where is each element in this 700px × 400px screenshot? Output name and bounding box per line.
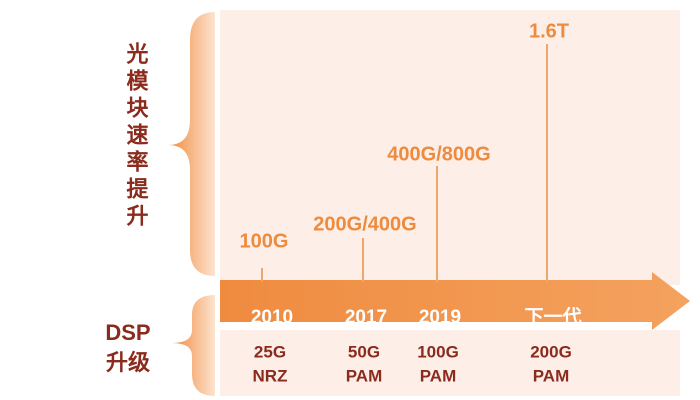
speed-label: 200G/400G [313,213,416,235]
dsp-spec: 50G [348,342,380,361]
speed-label: 1.6T [529,20,569,42]
dsp-spec: 100G [417,342,459,361]
year-label: 2019 [419,307,461,328]
speed-label: 100G [240,230,289,252]
year-label: 2017 [345,307,387,328]
dsp-spec: PAM [533,366,570,385]
dsp-spec: PAM [346,366,383,385]
lower-panel [220,330,680,396]
dsp-spec: 25G [254,342,286,361]
upper-brace [168,12,215,276]
dsp-spec: NRZ [253,366,288,385]
year-label: 2010 [251,307,293,328]
timeline-arrow [220,272,690,330]
year-label: 下一代 [524,306,581,328]
dsp-spec: PAM [420,366,457,385]
dsp-label: 升级 [106,350,150,375]
dsp-label: DSP [105,320,150,345]
dsp-spec: 200G [530,342,572,361]
lower-brace [172,295,215,396]
speed-label: 400G/800G [387,143,490,165]
speed-label: 光模块速率提升 [124,42,150,231]
upper-panel [220,10,680,285]
